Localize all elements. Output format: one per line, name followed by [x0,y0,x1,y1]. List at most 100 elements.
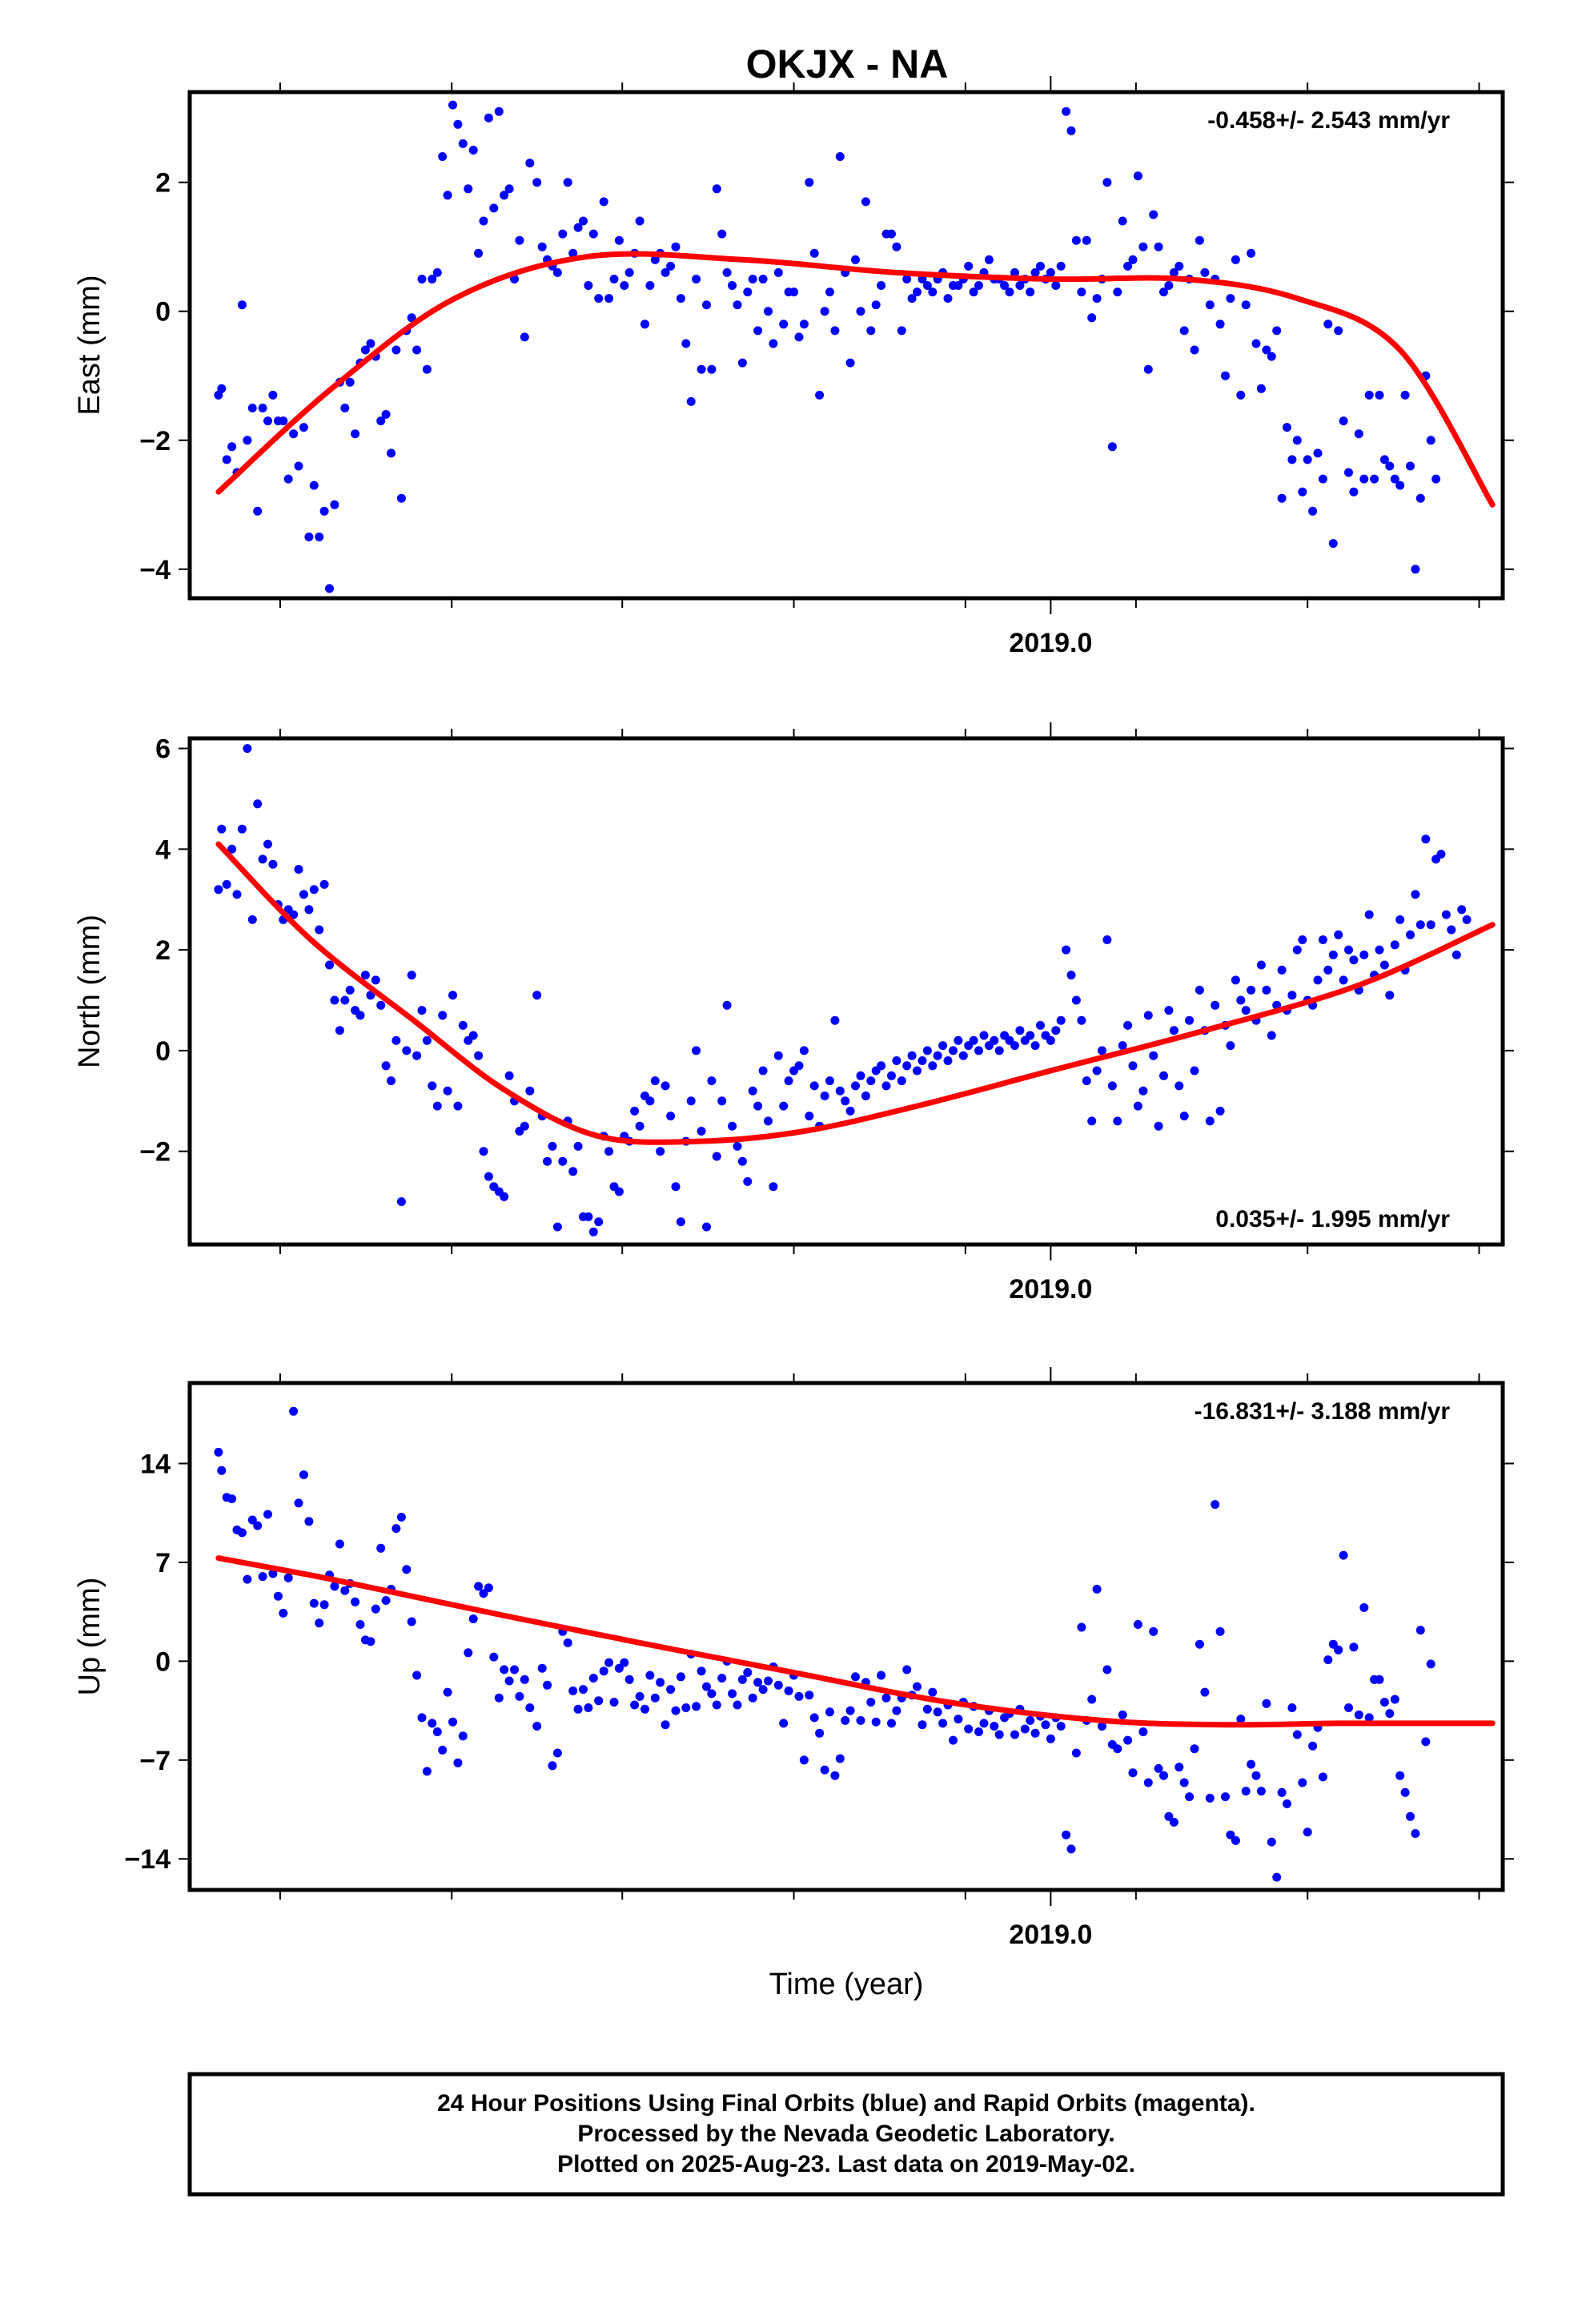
east-data-point [268,390,278,400]
up-data-layer [214,1406,1496,1882]
east-y-axis-label: East (mm) [73,275,106,415]
north-data-point [1211,1000,1220,1010]
up-data-point [928,1687,938,1697]
east-data-point [1000,281,1010,290]
up-data-point [227,1494,237,1504]
north-data-point [758,1066,768,1076]
east-data-point [845,358,855,368]
east-data-point [1138,242,1148,251]
up-data-point [1272,1872,1282,1882]
up-data-point [887,1719,896,1728]
east-data-point [1267,352,1276,361]
up-data-point [799,1755,809,1765]
up-data-point [1128,1768,1138,1778]
up-data-point [794,1691,804,1701]
east-data-point [1431,474,1441,484]
north-data-point [702,1222,711,1232]
up-data-point [1087,1695,1097,1704]
east-data-point [794,332,804,342]
east-data-point [624,267,634,277]
north-data-point [712,1152,721,1161]
east-data-point [1221,371,1230,380]
up-data-point [609,1698,619,1707]
up-data-point [1400,1787,1410,1797]
north-data-point [1118,1041,1127,1051]
up-data-point [432,1727,442,1736]
east-data-point [820,307,829,316]
up-data-point [1164,1811,1174,1821]
north-data-point [841,1096,850,1106]
east-data-point [1379,455,1389,464]
east-data-point [666,261,676,271]
east-data-point [412,345,422,355]
up-data-point [1375,1675,1384,1684]
north-data-point [417,1006,427,1015]
north-data-point [1164,1006,1174,1015]
up-data-point [504,1676,514,1686]
up-data-point [1354,1710,1363,1719]
east-data-point [584,281,593,290]
north-data-point [381,1061,391,1071]
up-data-point [263,1510,272,1519]
east-data-point [263,416,272,426]
east-data-point [1226,294,1235,304]
east-data-point [422,364,432,374]
north-data-point [594,1217,604,1227]
east-data-point [1292,436,1302,445]
east-plot-frame [187,90,1505,601]
east-data-point [1149,210,1158,219]
east-data-point [1113,287,1122,297]
up-data-point [1211,1500,1220,1510]
up-data-point [871,1717,881,1727]
up-data-point [1344,1703,1353,1712]
east-data-point [283,474,293,484]
east-data-point [253,506,263,516]
east-data-point [892,242,901,251]
north-data-point [396,1197,406,1206]
up-data-point [330,1582,339,1591]
north-data-point [543,1156,552,1166]
north-data-point [1236,995,1246,1005]
up-data-point [1138,1727,1148,1736]
north-data-point [1185,1015,1195,1025]
east-data-point [620,281,629,290]
east-data-point [614,235,624,245]
up-data-point [1030,1728,1040,1738]
east-data-point [537,242,547,251]
east-data-point [1005,287,1014,297]
east-data-point [964,261,974,271]
north-data-point [635,1121,644,1131]
north-data-point [1195,985,1204,995]
up-data-point [877,1671,886,1680]
north-data-point [1215,1106,1225,1116]
up-data-point [243,1574,252,1584]
east-data-point [489,203,499,213]
north-data-point [479,1147,488,1156]
north-data-point [938,1041,948,1051]
up-data-point [866,1698,876,1707]
north-data-point [1256,960,1266,970]
east-data-point [417,275,427,283]
east-data-point [1262,345,1271,355]
up-data-point [712,1700,721,1710]
up-data-point [676,1672,685,1682]
up-data-point [990,1722,999,1731]
north-data-point [325,960,334,970]
north-data-point [214,885,223,895]
east-data-point [1026,287,1035,297]
up-data-point [748,1693,757,1703]
up-data-point [237,1528,247,1538]
east-data-point [1036,261,1045,271]
north-x-tick-label: 2019.0 [1009,1274,1092,1305]
north-data-point [243,744,252,754]
north-data-point [707,1076,717,1086]
up-data-point [1071,1748,1081,1758]
north-data-point [407,971,416,980]
east-data-point [866,326,876,336]
north-data-point [1390,940,1399,950]
north-data-point [232,890,242,899]
north-data-point [1205,1116,1215,1126]
up-data-point [1328,1639,1338,1649]
up-data-point [453,1758,463,1767]
up-data-point [304,1517,314,1526]
